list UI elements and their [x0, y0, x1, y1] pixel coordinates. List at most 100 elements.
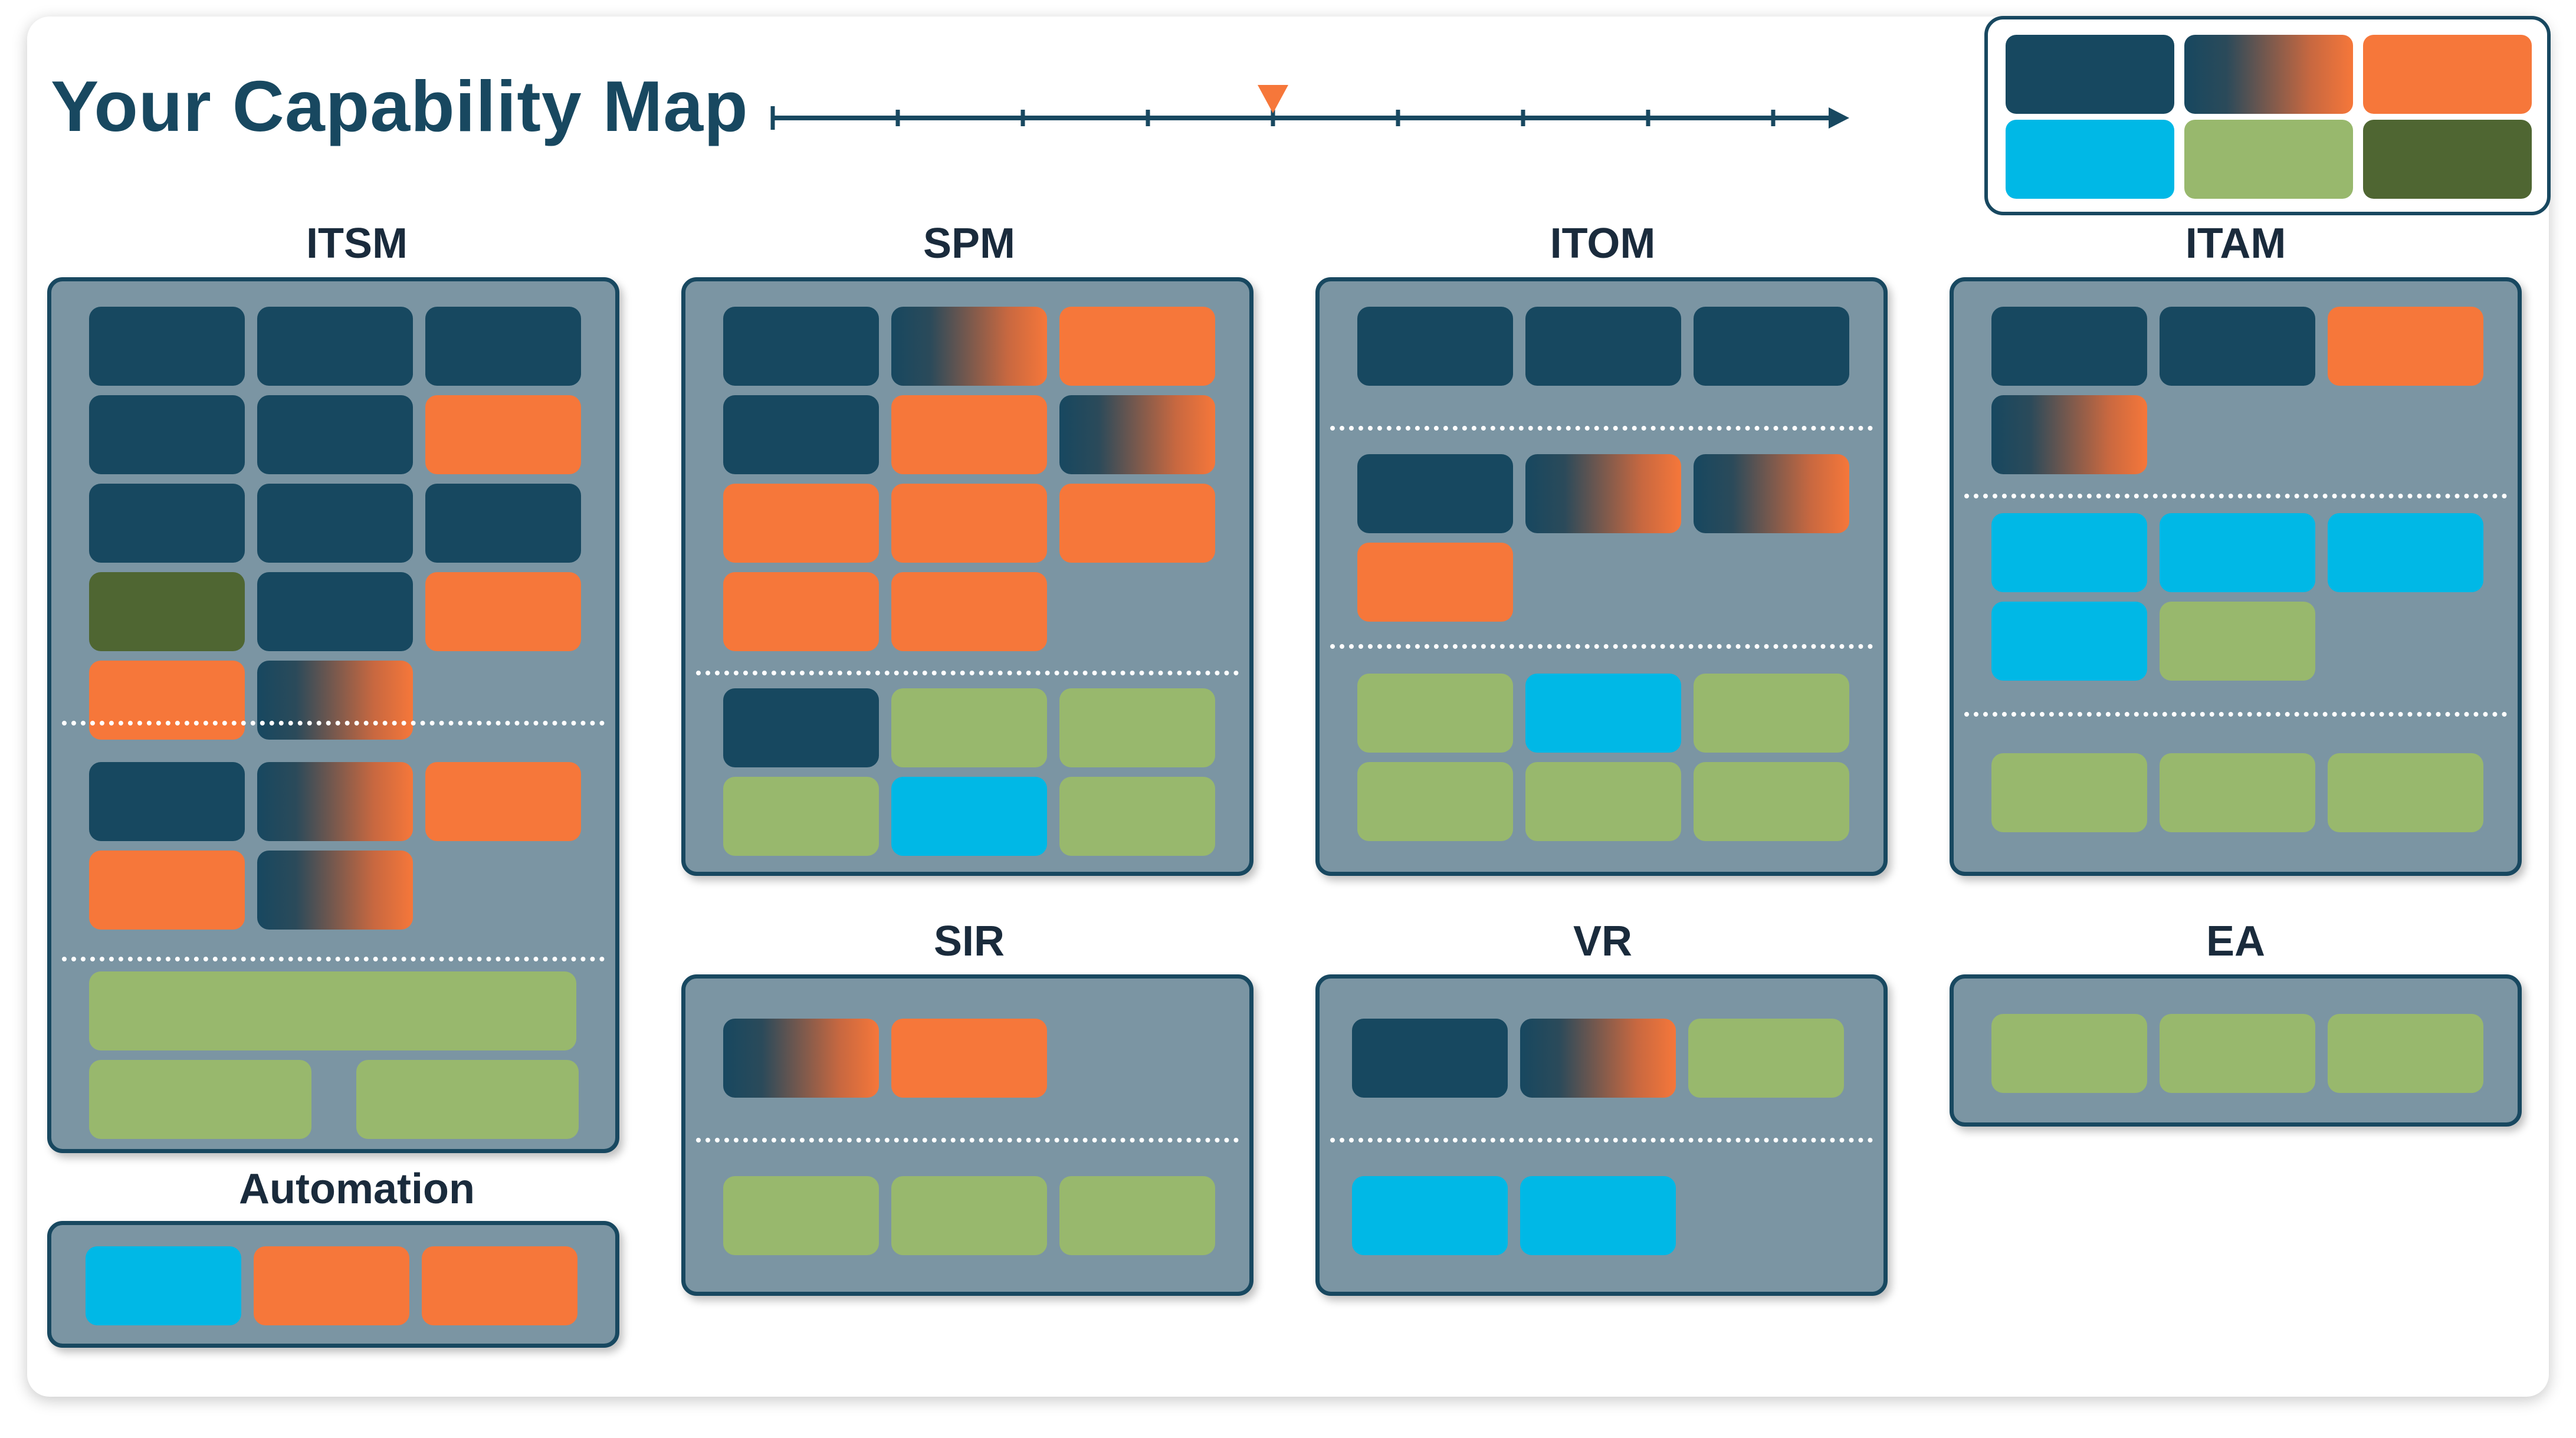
group-label-spm: SPM — [923, 220, 1016, 267]
group-box-itam — [1950, 277, 2522, 876]
itam-capability-tile — [1991, 513, 2147, 592]
spm-capability-tile — [723, 484, 879, 563]
section-divider — [1964, 494, 2507, 498]
spm-capability-tile — [1059, 395, 1215, 474]
itsm-capability-tile — [89, 762, 245, 841]
itam-capability-tile — [1991, 307, 2147, 386]
group-box-spm — [681, 277, 1253, 876]
maturity-timeline — [770, 85, 1849, 130]
sir-capability-tile — [891, 1019, 1047, 1098]
automation-capability-tile — [422, 1246, 577, 1325]
itam-capability-tile — [2160, 602, 2315, 681]
section-divider — [1964, 712, 2507, 717]
vr-capability-tile — [1520, 1019, 1676, 1098]
legend-swatch-cyan — [2006, 120, 2174, 199]
section-divider — [1330, 426, 1873, 431]
spm-capability-tile — [891, 307, 1047, 386]
itsm-capability-tile — [425, 307, 581, 386]
legend-swatch-darkgreen — [2363, 120, 2532, 199]
spm-capability-tile — [723, 777, 879, 856]
group-box-itom — [1315, 277, 1888, 876]
itam-capability-tile — [2328, 513, 2483, 592]
timeline-marker-icon — [1258, 85, 1288, 113]
group-box-vr — [1315, 974, 1888, 1296]
itsm-capability-tile — [257, 395, 413, 474]
itom-capability-tile — [1694, 454, 1849, 533]
spm-capability-tile — [723, 307, 879, 386]
ea-capability-tile — [2328, 1014, 2483, 1093]
automation-capability-tile — [254, 1246, 409, 1325]
group-label-sir: SIR — [933, 918, 1005, 965]
itom-capability-tile — [1694, 307, 1849, 386]
itom-capability-tile — [1357, 454, 1513, 533]
spm-capability-tile — [723, 572, 879, 651]
section-divider — [62, 721, 605, 725]
spm-capability-tile — [723, 688, 879, 767]
spm-capability-tile — [1059, 688, 1215, 767]
legend-swatch-gradient — [2184, 35, 2353, 114]
itsm-capability-tile — [89, 572, 245, 651]
group-label-vr: VR — [1573, 918, 1633, 965]
itsm-capability-tile — [89, 395, 245, 474]
group-label-ea: EA — [2206, 918, 2266, 965]
vr-capability-tile — [1352, 1019, 1508, 1098]
group-box-sir — [681, 974, 1253, 1296]
itam-capability-tile — [2160, 753, 2315, 832]
group-label-automation: Automation — [239, 1165, 475, 1213]
itom-capability-tile — [1357, 674, 1513, 753]
sir-capability-tile — [891, 1176, 1047, 1255]
itsm-capability-tile — [257, 572, 413, 651]
itsm-capability-tile — [425, 484, 581, 563]
itsm-capability-tile — [425, 572, 581, 651]
ea-capability-tile — [1991, 1014, 2147, 1093]
group-label-itsm: ITSM — [306, 220, 408, 267]
itsm-capability-tile — [257, 307, 413, 386]
itsm-capability-tile — [257, 851, 413, 930]
spm-capability-tile — [891, 572, 1047, 651]
section-divider — [1330, 1138, 1873, 1142]
itam-capability-tile — [2328, 753, 2483, 832]
itam-capability-tile — [2160, 513, 2315, 592]
itsm-capability-tile — [89, 851, 245, 930]
spm-capability-tile — [1059, 484, 1215, 563]
sir-capability-tile — [723, 1176, 879, 1255]
itam-capability-tile — [2160, 307, 2315, 386]
itam-capability-tile — [2328, 307, 2483, 386]
itom-capability-tile — [1525, 762, 1681, 841]
legend-swatch-navy — [2006, 35, 2174, 114]
section-divider — [696, 1138, 1239, 1142]
itsm-capability-tile — [257, 762, 413, 841]
itam-capability-tile — [1991, 395, 2147, 474]
spm-capability-tile — [891, 688, 1047, 767]
itom-capability-tile — [1694, 762, 1849, 841]
spm-capability-tile — [1059, 777, 1215, 856]
itom-capability-tile — [1525, 454, 1681, 533]
group-label-itom: ITOM — [1550, 220, 1656, 267]
itom-capability-tile — [1357, 307, 1513, 386]
vr-capability-tile — [1520, 1176, 1676, 1255]
legend-swatch-lightgreen — [2184, 120, 2353, 199]
itsm-capability-tile — [257, 484, 413, 563]
section-divider — [62, 957, 605, 961]
sir-capability-tile — [1059, 1176, 1215, 1255]
itsm-capability-tile — [425, 395, 581, 474]
itom-capability-tile — [1525, 307, 1681, 386]
spm-capability-tile — [891, 395, 1047, 474]
spm-capability-tile — [891, 484, 1047, 563]
itsm-capability-tile — [356, 1060, 579, 1139]
itsm-capability-tile — [425, 762, 581, 841]
section-divider — [1330, 644, 1873, 649]
legend-swatch-orange — [2363, 35, 2532, 114]
vr-capability-tile — [1688, 1019, 1844, 1098]
timeline-arrow-icon — [1829, 107, 1849, 129]
ea-capability-tile — [2160, 1014, 2315, 1093]
itom-capability-tile — [1357, 762, 1513, 841]
group-box-itsm — [47, 277, 619, 1153]
sir-capability-tile — [723, 1019, 879, 1098]
color-legend — [1984, 16, 2551, 215]
itsm-capability-tile — [89, 307, 245, 386]
spm-capability-tile — [723, 395, 879, 474]
itom-capability-tile — [1357, 543, 1513, 622]
itsm-capability-tile — [89, 971, 576, 1050]
vr-capability-tile — [1352, 1176, 1508, 1255]
